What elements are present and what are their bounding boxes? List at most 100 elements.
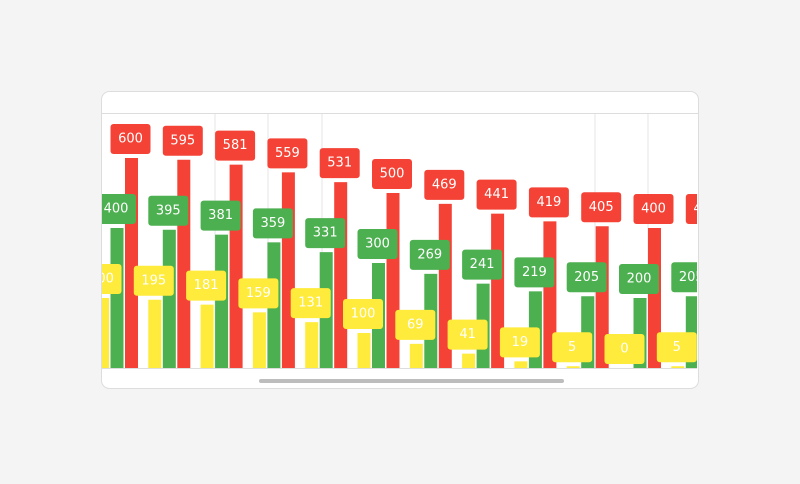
value-label-box	[102, 194, 136, 224]
value-label: 200	[627, 272, 652, 287]
value-label-box	[372, 159, 412, 189]
value-label-box	[447, 319, 488, 350]
value-label-box	[619, 264, 659, 294]
value-label-box	[499, 327, 540, 358]
bar	[215, 234, 229, 368]
value-label: 400	[104, 202, 129, 217]
value-label: 405	[589, 200, 614, 215]
bar	[566, 366, 580, 368]
value-label: 241	[470, 257, 495, 272]
value-label: 559	[275, 146, 300, 161]
bar	[334, 182, 348, 368]
bar	[305, 322, 319, 368]
value-label-box	[566, 262, 607, 293]
value-label-box	[200, 200, 241, 231]
value-label: 331	[313, 226, 338, 241]
value-label: 400	[693, 202, 718, 217]
value-label: 100	[351, 307, 376, 322]
value-label: 269	[417, 247, 442, 262]
bar	[200, 304, 214, 368]
value-label-box	[267, 138, 308, 169]
value-label: 195	[141, 273, 166, 288]
value-label: 300	[365, 237, 390, 252]
scrollbar[interactable]	[259, 379, 564, 383]
value-label-box	[238, 278, 279, 309]
value-label: 441	[484, 187, 509, 202]
value-label: 581	[223, 138, 248, 153]
value-label-box	[633, 194, 674, 224]
bar	[409, 343, 423, 368]
value-label: 469	[432, 177, 457, 192]
value-label: 419	[536, 195, 561, 210]
value-label: 5	[568, 340, 576, 355]
value-label-box	[476, 179, 517, 210]
bar	[281, 172, 295, 368]
value-label: 205	[574, 270, 599, 285]
value-label-box	[102, 264, 122, 294]
value-label-box	[395, 309, 436, 340]
value-label-box	[514, 257, 555, 288]
value-label: 531	[327, 156, 352, 171]
value-label-box	[215, 130, 256, 161]
bar	[148, 299, 162, 368]
bar	[110, 228, 124, 368]
value-label-box	[357, 229, 398, 259]
value-label-box	[110, 124, 151, 154]
value-label-box	[685, 194, 697, 224]
value-label-box	[133, 265, 174, 296]
bar	[386, 193, 400, 368]
bar	[462, 353, 476, 368]
value-label: 400	[641, 202, 666, 217]
bar	[357, 333, 371, 368]
value-label: 500	[380, 167, 405, 182]
bar	[514, 361, 528, 368]
value-label-box	[162, 125, 203, 156]
value-label: 600	[118, 132, 143, 147]
bar	[102, 298, 109, 368]
bar	[700, 228, 713, 368]
value-label-box	[528, 187, 569, 218]
value-label-box	[604, 334, 645, 364]
value-label-box	[424, 169, 465, 200]
value-label: 381	[208, 208, 233, 223]
value-label: 159	[246, 286, 271, 301]
bar	[177, 159, 191, 368]
value-label-box	[148, 195, 189, 226]
value-label-box	[252, 208, 293, 239]
value-label-box	[552, 332, 593, 363]
value-label: 395	[156, 203, 181, 218]
value-label: 219	[522, 265, 547, 280]
value-label-box	[186, 270, 227, 301]
value-label-box	[305, 218, 346, 249]
value-label: 205	[679, 270, 704, 285]
value-label-box	[319, 148, 360, 179]
bar	[229, 164, 243, 368]
value-label: 5	[673, 340, 681, 355]
bar	[595, 226, 609, 368]
value-label: 19	[512, 335, 529, 350]
bar	[648, 228, 661, 368]
value-label: 359	[260, 216, 285, 231]
value-label-box	[656, 332, 697, 363]
value-label-box	[581, 192, 622, 223]
bar	[125, 158, 138, 368]
value-label: 181	[194, 278, 219, 293]
value-label: 41	[459, 327, 476, 342]
value-label: 131	[298, 296, 323, 311]
value-label: 200	[89, 272, 114, 287]
bar	[671, 366, 685, 368]
value-label-box	[671, 262, 697, 293]
bar	[685, 296, 697, 368]
value-label-box	[343, 299, 383, 329]
value-label-box	[290, 288, 331, 319]
value-label-box	[462, 249, 503, 280]
value-label: 0	[620, 342, 628, 357]
bar	[252, 312, 266, 368]
value-label: 69	[407, 317, 424, 332]
bar	[162, 229, 176, 368]
value-label-box	[409, 239, 450, 270]
value-label: 595	[170, 133, 195, 148]
